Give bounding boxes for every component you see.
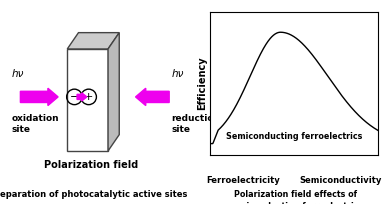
Text: Polarization field: Polarization field — [44, 160, 138, 170]
Polygon shape — [108, 33, 119, 151]
Text: hν: hν — [11, 69, 24, 79]
FancyArrow shape — [20, 88, 58, 106]
Text: Semiconductivity: Semiconductivity — [300, 176, 382, 185]
Text: oxidation
site: oxidation site — [11, 114, 59, 134]
Polygon shape — [67, 49, 108, 151]
Text: Semiconducting ferroelectrics: Semiconducting ferroelectrics — [226, 132, 362, 141]
Y-axis label: Efficiency: Efficiency — [197, 57, 207, 110]
FancyArrow shape — [136, 88, 169, 106]
Text: +: + — [84, 92, 93, 102]
Polygon shape — [67, 33, 119, 49]
Text: Polarization field effects of
semiconducting ferroelectrics
on photocatalytic ef: Polarization field effects of semiconduc… — [228, 190, 364, 204]
Text: Ferroelectricity: Ferroelectricity — [206, 176, 279, 185]
Text: reduction
site: reduction site — [171, 114, 220, 134]
Text: −: − — [70, 92, 79, 102]
Text: Separation of photocatalytic active sites: Separation of photocatalytic active site… — [0, 190, 187, 199]
Text: hν: hν — [171, 69, 183, 79]
FancyArrow shape — [77, 93, 87, 101]
